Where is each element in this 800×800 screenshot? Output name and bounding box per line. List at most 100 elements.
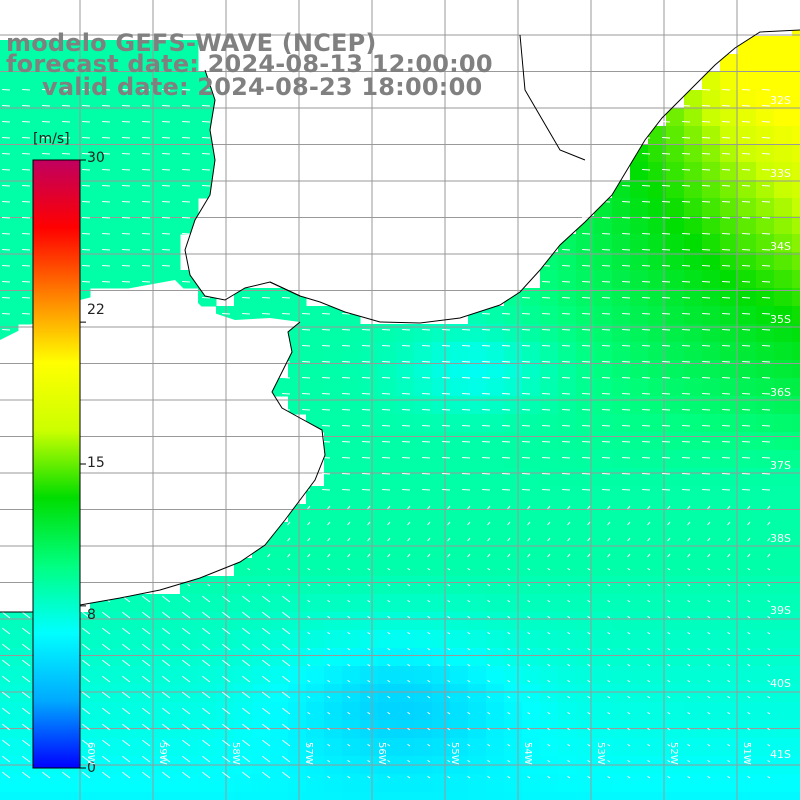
wind-arrow	[347, 583, 351, 587]
wind-cell	[396, 540, 415, 559]
wind-arrow	[662, 265, 671, 267]
wind-arrow	[2, 627, 11, 635]
wind-arrow	[607, 615, 611, 619]
wind-arrow	[287, 537, 291, 542]
wind-cell	[378, 792, 397, 800]
wind-cell	[432, 558, 451, 577]
wind-cell	[738, 198, 757, 217]
wind-arrow	[747, 521, 751, 526]
wind-arrow	[122, 707, 131, 715]
wind-cell	[468, 504, 487, 523]
wind-arrow	[222, 313, 231, 315]
wind-arrow	[627, 743, 631, 747]
wind-arrow	[527, 727, 531, 731]
wind-arrow	[102, 627, 111, 635]
wind-cell	[612, 684, 631, 703]
wind-arrow	[22, 313, 31, 315]
wind-arrow	[587, 759, 591, 763]
border-line	[519, 34, 586, 161]
wind-cell	[18, 612, 37, 631]
wind-arrow	[682, 313, 691, 315]
wind-arrow	[742, 457, 751, 459]
wind-arrow	[307, 615, 311, 619]
wind-arrow	[382, 393, 391, 395]
wind-cell	[540, 396, 559, 415]
wind-arrow	[582, 441, 591, 443]
wind-cell	[756, 648, 775, 667]
wind-arrow	[322, 377, 331, 379]
wind-cell	[630, 684, 649, 703]
wind-cell	[414, 342, 433, 361]
wind-cell	[756, 306, 775, 325]
wind-arrow	[162, 201, 171, 203]
wind-cell	[378, 684, 397, 703]
wind-arrow	[42, 89, 51, 91]
wind-cell	[342, 558, 361, 577]
wind-arrow	[102, 771, 111, 779]
wind-cell	[720, 252, 739, 271]
wind-arrow	[162, 659, 171, 667]
wind-arrow	[442, 329, 451, 331]
wind-cell	[306, 630, 325, 649]
wind-arrow	[262, 771, 271, 779]
wind-cell	[450, 450, 469, 469]
wind-cell	[360, 450, 379, 469]
wind-cell	[504, 558, 523, 577]
wind-cell	[414, 774, 433, 793]
wind-arrow	[222, 595, 231, 603]
wind-cell	[162, 774, 181, 793]
wind-arrow	[542, 441, 551, 443]
wind-arrow	[142, 595, 151, 603]
wind-arrow	[202, 691, 211, 699]
wind-cell	[270, 576, 289, 595]
wind-cell	[522, 702, 541, 721]
wind-arrow	[142, 611, 151, 619]
wind-arrow	[602, 409, 611, 411]
wind-arrow	[607, 727, 611, 731]
wind-cell	[684, 540, 703, 559]
wind-arrow	[747, 505, 751, 510]
wind-arrow	[462, 457, 471, 459]
wind-cell	[90, 234, 109, 253]
wind-arrow	[367, 743, 371, 747]
wind-arrow	[542, 313, 551, 315]
wind-arrow	[762, 265, 771, 267]
wind-arrow	[467, 743, 471, 747]
wind-cell	[414, 378, 433, 397]
wind-cell	[684, 738, 703, 757]
wind-arrow	[322, 329, 331, 331]
wind-cell	[378, 594, 397, 613]
wind-cell	[126, 54, 145, 73]
wind-arrow	[667, 599, 671, 603]
wind-cell	[0, 198, 19, 217]
wind-arrow	[742, 137, 751, 139]
wind-arrow	[162, 153, 171, 155]
wind-cell	[198, 144, 217, 163]
wind-cell	[666, 558, 685, 577]
wind-arrow	[327, 521, 331, 526]
wind-cell	[540, 684, 559, 703]
wind-cell	[378, 324, 397, 343]
wind-cell	[702, 108, 721, 127]
wind-cell	[792, 108, 800, 127]
wind-cell	[558, 504, 577, 523]
wind-arrow	[687, 679, 691, 683]
wind-arrow	[762, 89, 771, 91]
wind-cell	[342, 720, 361, 739]
wind-arrow	[247, 567, 251, 571]
wind-cell	[792, 162, 800, 181]
wind-cell	[576, 504, 595, 523]
wind-cell	[756, 342, 775, 361]
wind-arrow	[522, 393, 531, 395]
wind-arrow	[682, 89, 691, 91]
wind-cell	[450, 720, 469, 739]
wind-arrow	[187, 583, 191, 587]
wind-arrow	[347, 647, 351, 651]
wind-arrow	[307, 775, 311, 779]
wind-arrow	[542, 377, 551, 379]
wind-arrow	[687, 599, 691, 603]
wind-arrow	[162, 169, 171, 171]
wind-arrow	[202, 643, 211, 651]
wind-cell	[180, 594, 199, 613]
wind-arrow	[362, 377, 371, 379]
